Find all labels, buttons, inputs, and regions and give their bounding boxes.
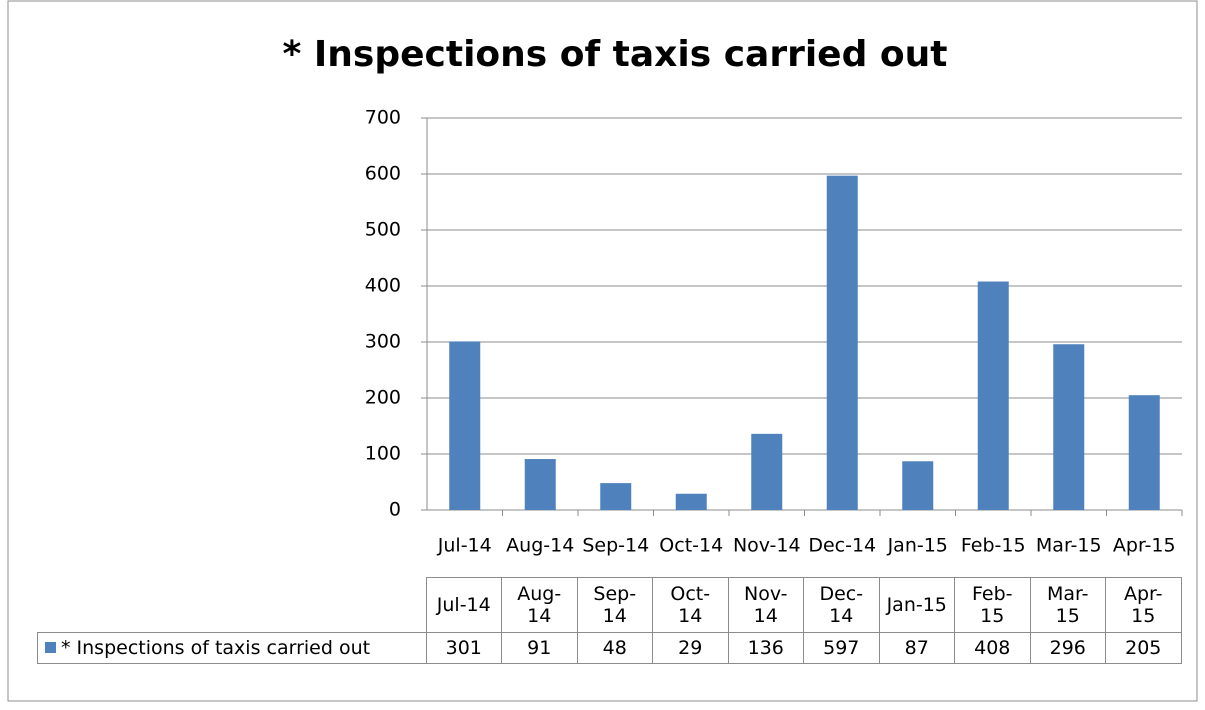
x-tick-label: Nov-14 [733,535,801,557]
bar [1128,395,1160,510]
table-header-row: Jul-14 Aug-14 Sep-14 Oct-14 Nov-14 Dec-14 Jan-… [37,577,1182,633]
table-category: Apr-15 [1105,577,1182,633]
y-tick-label: 0 [389,499,401,521]
table-value: 48 [576,632,653,664]
x-tick-label: Aug-14 [506,535,574,557]
bar [826,175,858,510]
table-value: 136 [727,632,804,664]
table-corner [37,577,427,633]
table-category: Jul-14 [425,577,502,633]
y-tick-label: 400 [365,275,401,297]
table-category: Feb-15 [954,577,1031,633]
table-category: Jan-15 [878,577,955,633]
x-tick-label: Jan-15 [887,535,948,557]
bar [977,281,1009,510]
bar [751,433,783,510]
x-tick-label: Mar-15 [1036,535,1102,557]
x-tick-label: Jul-14 [437,535,492,557]
bar [600,483,632,510]
y-tick-label: 500 [365,219,401,241]
table-category: Aug-14 [501,577,578,633]
chart-title: * Inspections of taxis carried out [283,34,948,75]
legend-label: * Inspections of taxis carried out [61,637,371,659]
x-tick-label: Sep-14 [582,535,649,557]
x-tick-label: Feb-15 [961,535,1026,557]
bar [902,461,934,510]
y-tick-label: 100 [365,443,401,465]
table-category: Oct-14 [652,577,729,633]
y-tick-label: 300 [365,331,401,353]
x-tick-label: Oct-14 [659,535,723,557]
table-value: 87 [878,632,955,664]
table-value: 29 [652,632,729,664]
table-value: 205 [1105,632,1182,664]
data-table: Jul-14 Aug-14 Sep-14 Oct-14 Nov-14 Dec-14 Jan-… [37,577,1182,664]
bar [449,341,481,510]
table-value: 91 [501,632,578,664]
table-series-cell: * Inspections of taxis carried out [37,632,427,664]
table-value-row: * Inspections of taxis carried out 301 91 4… [37,632,1182,664]
table-category: Dec-14 [803,577,880,633]
x-tick-label: Dec-14 [808,535,876,557]
table-category: Mar-15 [1029,577,1106,633]
table-value: 296 [1029,632,1106,664]
bar [524,459,556,510]
y-tick-label: 200 [365,387,401,409]
table-category: Nov-14 [727,577,804,633]
legend-swatch [45,642,56,653]
y-tick-label: 600 [365,163,401,185]
y-tick-label: 700 [365,107,401,129]
bar [675,493,707,510]
bar [1053,344,1085,510]
table-value: 597 [803,632,880,664]
x-tick-label: Apr-15 [1113,535,1176,557]
table-value: 408 [954,632,1031,664]
table-category: Sep-14 [576,577,653,633]
chart-frame [7,0,1198,702]
table-value: 301 [425,632,502,664]
